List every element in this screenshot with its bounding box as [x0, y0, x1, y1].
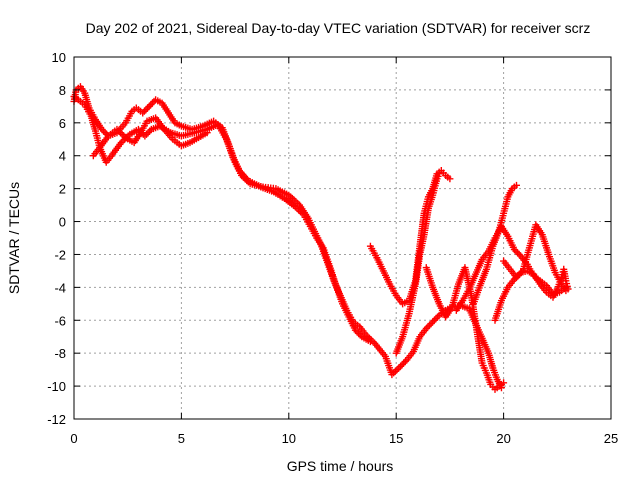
y-tick-label: -2	[54, 247, 66, 262]
data-marker	[391, 367, 399, 375]
x-tick-label: 5	[178, 431, 185, 446]
data-point	[500, 379, 508, 387]
data-marker	[395, 364, 403, 372]
chart-title: Day 202 of 2021, Sidereal Day-to-day VTE…	[86, 20, 591, 36]
series-group	[70, 83, 572, 393]
y-tick-label: 4	[59, 149, 66, 164]
y-tick-label: -6	[54, 313, 66, 328]
data-marker	[515, 250, 523, 258]
x-tick-label: 15	[389, 431, 403, 446]
data-marker	[425, 321, 433, 329]
data-marker	[434, 313, 442, 321]
data-point	[562, 287, 570, 295]
data-marker	[424, 323, 432, 331]
data-marker	[140, 107, 148, 115]
x-tick-label: 0	[70, 431, 77, 446]
series-track-j	[500, 221, 570, 295]
data-point	[203, 129, 211, 137]
grid	[74, 57, 611, 419]
data-point	[396, 362, 404, 370]
x-tick-label: 10	[282, 431, 296, 446]
y-tick-label: -12	[47, 412, 66, 427]
data-marker	[398, 361, 406, 369]
y-axis-label: SDTVAR / TECUs	[6, 182, 22, 294]
data-point	[145, 102, 153, 110]
y-tick-label: -4	[54, 280, 66, 295]
data-marker	[432, 315, 440, 323]
data-marker	[147, 101, 155, 109]
data-point	[429, 318, 437, 326]
data-marker	[142, 130, 150, 138]
data-point	[446, 175, 454, 183]
data-marker	[144, 104, 152, 112]
y-tick-label: 8	[59, 83, 66, 98]
data-point	[435, 170, 443, 178]
data-marker	[401, 357, 409, 365]
data-marker	[144, 129, 152, 137]
data-marker	[427, 320, 435, 328]
x-tick-label: 20	[496, 431, 510, 446]
y-tick-label: 2	[59, 182, 66, 197]
data-marker	[514, 249, 522, 257]
data-point	[512, 181, 520, 189]
series-track-c	[89, 114, 211, 160]
series-track-e	[392, 170, 443, 357]
plot-border	[73, 56, 612, 420]
y-tick-label: 10	[52, 50, 66, 65]
x-tick-label: 25	[604, 431, 618, 446]
data-marker	[393, 366, 401, 374]
y-ticks: -12 -10 -8 -6 -4 -2 0 2 4 6 8 10	[47, 50, 611, 427]
y-tick-label: -10	[47, 379, 66, 394]
series-track-i	[491, 265, 572, 324]
y-tick-label: 0	[59, 215, 66, 230]
data-marker	[400, 359, 408, 367]
y-tick-label: 6	[59, 116, 66, 131]
x-axis-label: GPS time / hours	[287, 458, 394, 474]
data-point	[366, 338, 374, 346]
data-marker	[142, 106, 150, 114]
data-marker	[430, 316, 438, 324]
x-ticks: 0 5 10 15 20 25	[70, 57, 618, 446]
series-track-d	[366, 167, 454, 308]
y-tick-label: -8	[54, 346, 66, 361]
